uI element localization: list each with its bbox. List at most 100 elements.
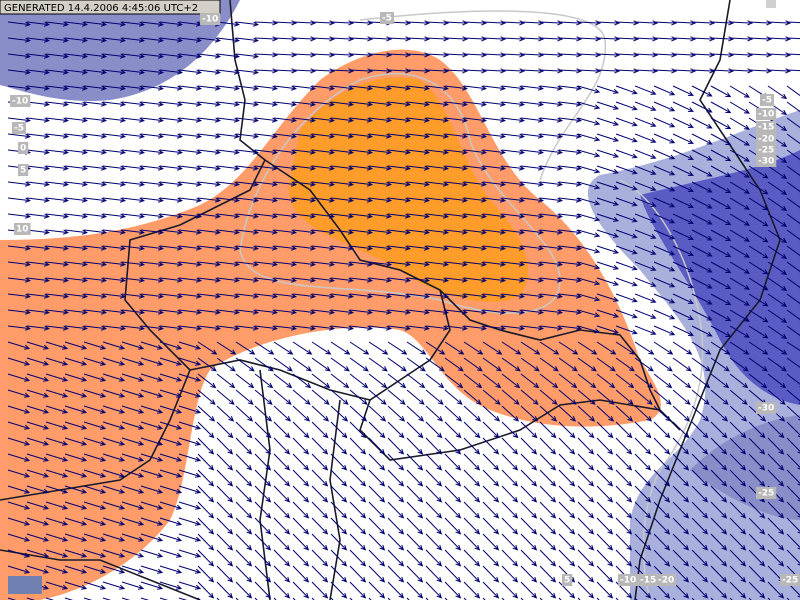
wind-arrow bbox=[330, 357, 350, 372]
wind-arrow bbox=[786, 261, 800, 275]
wind-arrow bbox=[7, 597, 17, 600]
wind-arrow bbox=[83, 117, 107, 123]
wind-arrow bbox=[425, 213, 449, 219]
wind-arrow bbox=[425, 165, 449, 171]
wind-arrow bbox=[710, 293, 732, 306]
wind-arrow bbox=[216, 245, 240, 251]
wind-arrow bbox=[444, 341, 465, 355]
wind-arrow bbox=[387, 309, 411, 315]
wind-arrow bbox=[159, 533, 183, 542]
wind-arrow bbox=[102, 37, 126, 43]
wind-arrow bbox=[349, 549, 367, 567]
wind-arrow bbox=[482, 357, 502, 372]
wind-arrow bbox=[311, 565, 329, 583]
wind-arrow bbox=[520, 341, 541, 355]
wind-arrow bbox=[292, 373, 312, 389]
wind-arrow bbox=[254, 165, 278, 171]
wind-arrow bbox=[178, 357, 202, 366]
wind-arrow bbox=[140, 405, 164, 414]
wind-arrow bbox=[83, 293, 107, 299]
wind-arrow bbox=[159, 549, 183, 558]
wind-arrow bbox=[672, 405, 691, 422]
wind-arrow bbox=[159, 21, 183, 27]
wind-arrow bbox=[178, 213, 202, 219]
wind-arrow bbox=[197, 213, 221, 219]
wind-arrow bbox=[197, 293, 221, 299]
wind-arrow bbox=[197, 85, 221, 91]
wind-arrow bbox=[539, 52, 564, 58]
wind-arrow bbox=[653, 453, 671, 471]
wind-arrow bbox=[7, 501, 31, 510]
wind-arrow bbox=[406, 197, 430, 203]
wind-arrow bbox=[197, 437, 215, 455]
wind-arrow bbox=[330, 341, 351, 355]
wind-arrow bbox=[463, 453, 481, 471]
wind-arrow bbox=[64, 437, 88, 446]
wind-arrow bbox=[729, 245, 750, 258]
wind-arrow bbox=[83, 421, 107, 430]
wind-arrow bbox=[159, 149, 183, 155]
wind-arrow bbox=[197, 341, 218, 355]
wind-arrow bbox=[463, 373, 483, 389]
contour-label-bg bbox=[756, 155, 777, 167]
wind-arrow bbox=[406, 373, 426, 389]
wind-arrow bbox=[83, 261, 107, 267]
wind-arrow bbox=[83, 453, 107, 462]
wind-arrow bbox=[558, 357, 578, 372]
wind-arrow bbox=[292, 20, 317, 26]
wind-arrow bbox=[767, 261, 788, 276]
wind-arrow bbox=[539, 501, 557, 519]
wind-arrow bbox=[26, 421, 50, 430]
wind-arrow bbox=[463, 213, 487, 219]
border bbox=[634, 0, 781, 600]
wind-arrow bbox=[444, 101, 468, 107]
wind-arrow bbox=[387, 581, 405, 599]
contour-label-bg bbox=[10, 95, 31, 107]
wind-arrow bbox=[235, 213, 259, 219]
wind-arrow bbox=[330, 421, 348, 439]
wind-arrow bbox=[83, 277, 107, 283]
wind-arrow bbox=[406, 549, 424, 567]
wind-arrow bbox=[691, 101, 713, 113]
wind-arrow bbox=[216, 453, 234, 471]
wind-arrow bbox=[501, 517, 519, 535]
wind-arrow bbox=[292, 133, 316, 139]
wind-arrow bbox=[64, 229, 88, 235]
wind-arrow bbox=[653, 117, 676, 128]
wind-arrow bbox=[83, 341, 107, 350]
wind-arrow bbox=[425, 229, 449, 235]
wind-arrow bbox=[178, 549, 202, 558]
wind-arrow bbox=[83, 581, 107, 590]
wind-arrow bbox=[406, 52, 431, 58]
wind-arrow bbox=[596, 245, 620, 254]
wind-arrow bbox=[102, 309, 126, 315]
wind-arrow bbox=[216, 565, 234, 583]
wind-arrow bbox=[501, 149, 525, 155]
border bbox=[359, 289, 681, 461]
wind-arrow bbox=[64, 533, 88, 542]
wind-arrow bbox=[45, 229, 69, 235]
wind-arrow bbox=[406, 485, 424, 503]
wind-arrow bbox=[577, 549, 595, 567]
wind-arrow bbox=[254, 52, 279, 58]
wind-arrow bbox=[653, 373, 673, 389]
wind-arrow bbox=[159, 437, 183, 446]
wind-arrow bbox=[387, 437, 405, 455]
wind-arrow bbox=[26, 597, 36, 600]
wind-arrow bbox=[254, 229, 278, 235]
wind-arrow bbox=[368, 52, 393, 58]
wind-arrow bbox=[273, 20, 298, 26]
wind-arrow bbox=[387, 533, 405, 551]
wind-arrow bbox=[729, 437, 747, 455]
wind-arrow bbox=[786, 373, 800, 388]
wind-arrow bbox=[520, 533, 538, 551]
wind-arrow bbox=[463, 421, 481, 439]
wind-arrow bbox=[311, 181, 335, 187]
wind-arrow bbox=[7, 405, 31, 414]
wind-arrow bbox=[26, 37, 50, 43]
wind-arrow bbox=[520, 389, 539, 405]
wind-arrow bbox=[235, 565, 253, 583]
wind-arrow bbox=[729, 373, 749, 389]
wind-arrow bbox=[691, 133, 713, 145]
wind-arrow bbox=[273, 213, 297, 219]
